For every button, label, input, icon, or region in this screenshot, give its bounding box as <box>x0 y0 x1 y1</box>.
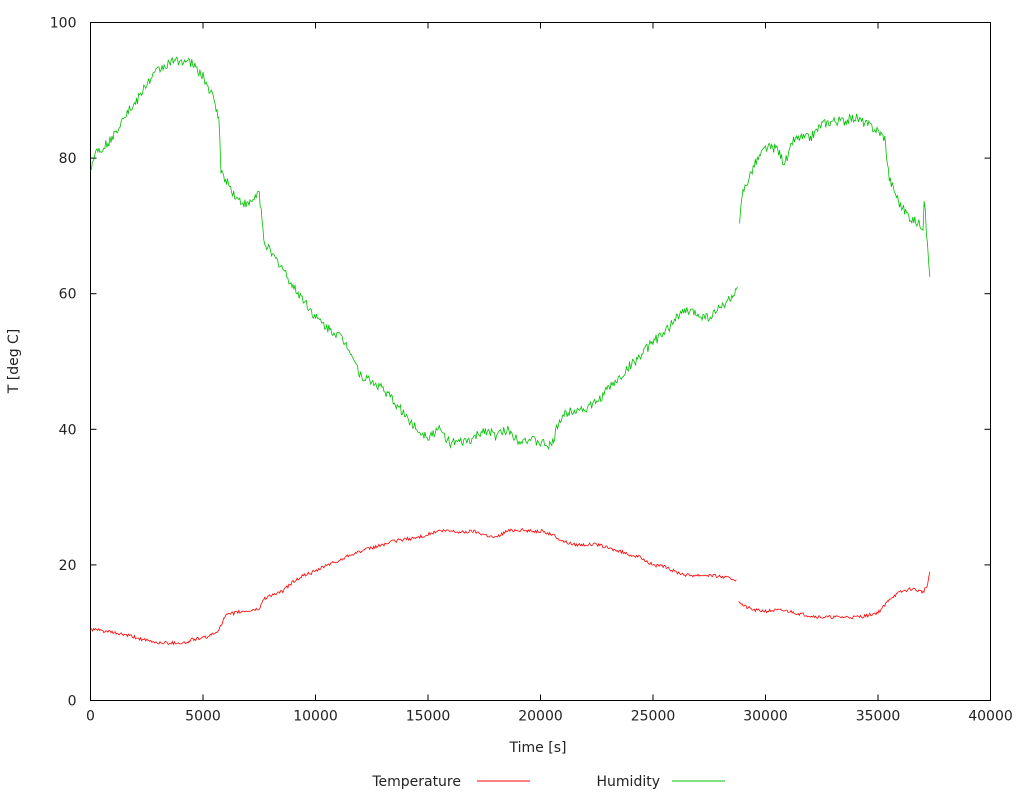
x-tick-label: 35000 <box>856 709 901 725</box>
plot-frame <box>90 22 991 701</box>
y-tick-label: 60 <box>59 287 77 303</box>
x-tick-label: 20000 <box>518 709 563 725</box>
series-line-temperature <box>90 527 737 646</box>
x-axis-label: Time [s] <box>509 740 567 756</box>
y-tick-label: 80 <box>59 151 77 167</box>
y-axis-label: T [deg C] <box>6 329 22 395</box>
legend-label-humidity: Humidity <box>597 774 660 790</box>
series-line-temperature <box>738 571 931 620</box>
x-tick-label: 15000 <box>406 709 451 725</box>
legend: Temperature Humidity <box>371 774 725 790</box>
series-layer <box>90 56 931 646</box>
y-tick-label: 100 <box>50 16 77 32</box>
y-tick-label: 0 <box>68 694 77 710</box>
x-tick-label: 5000 <box>185 709 221 725</box>
x-tick-label: 10000 <box>293 709 338 725</box>
y-tick-label: 20 <box>59 558 77 574</box>
legend-label-temperature: Temperature <box>371 774 461 790</box>
x-tick-label: 25000 <box>631 709 676 725</box>
x-tick-label: 40000 <box>968 709 1013 725</box>
series-line-humidity <box>739 113 931 277</box>
axis-ticks: 0 5000 10000 15000 20000 25000 30000 35000 40000… <box>50 16 1013 725</box>
x-tick-label: 30000 <box>743 709 788 725</box>
series-line-humidity <box>90 56 738 451</box>
x-tick-label: 0 <box>86 709 95 725</box>
y-tick-label: 40 <box>59 422 77 438</box>
